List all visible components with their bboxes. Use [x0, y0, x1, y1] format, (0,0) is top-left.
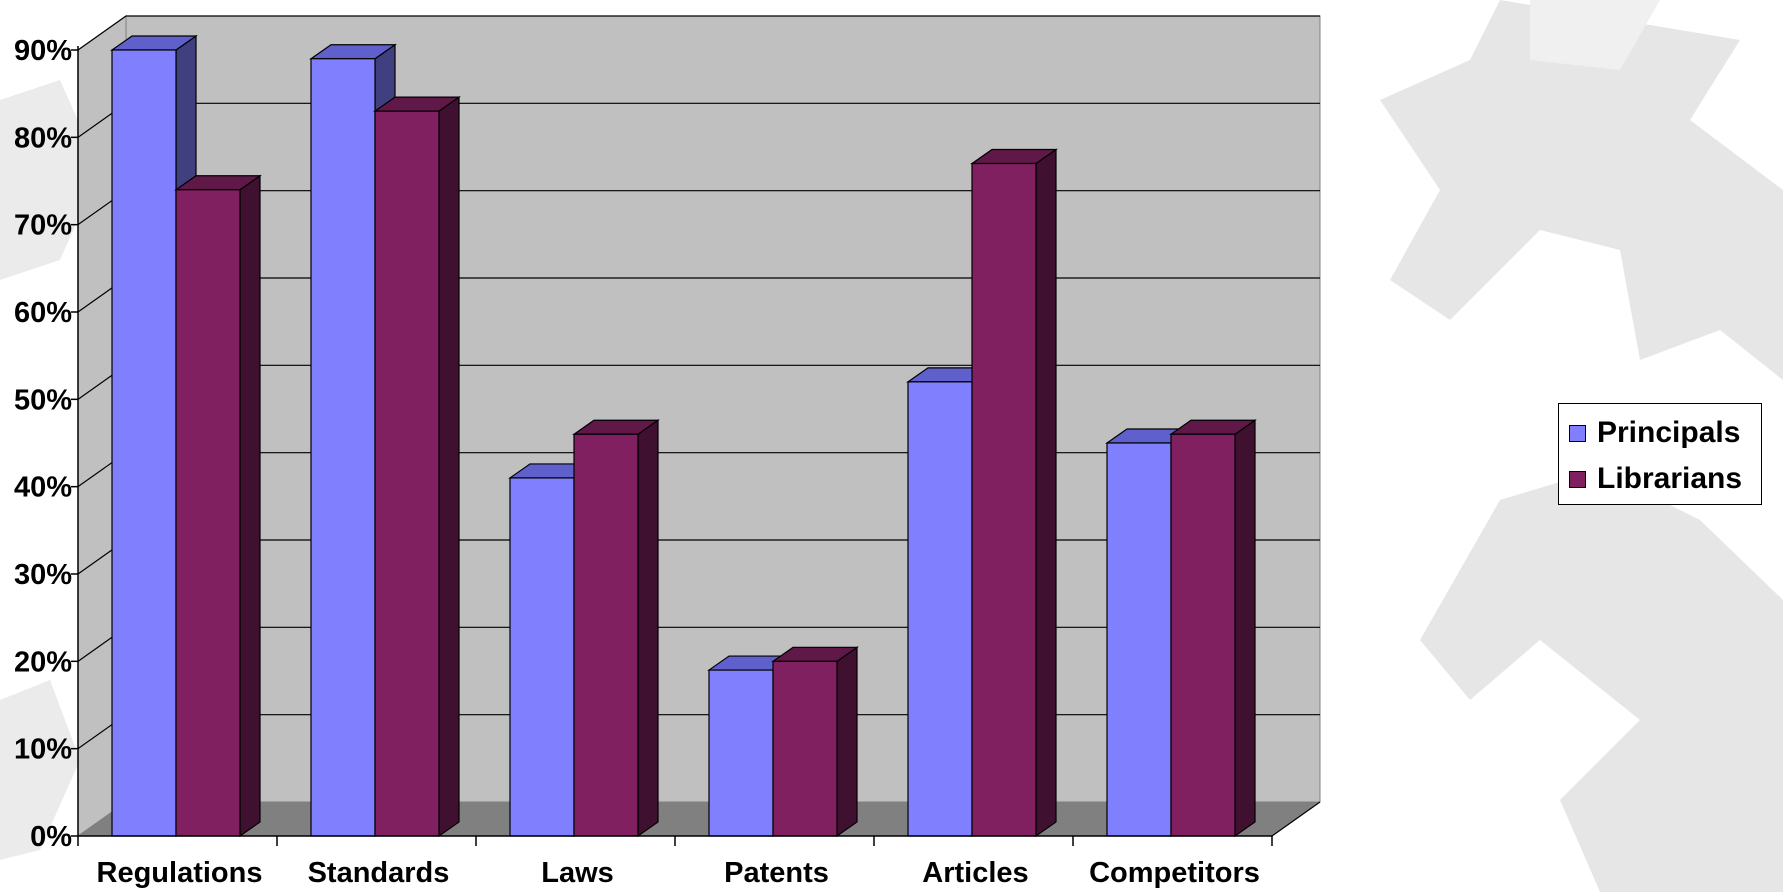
bar-front [1106, 442, 1172, 837]
gear-shape-right [1380, 0, 1783, 892]
bar-front [907, 381, 973, 837]
y-tick-label: 20% [14, 646, 72, 678]
legend-item-principals: Principals [1569, 410, 1761, 456]
bars [110, 34, 1257, 838]
bar-front [573, 433, 639, 837]
x-tick-label: Competitors [1089, 857, 1260, 889]
axes [71, 46, 1321, 846]
y-axis-tick-labels: 0% 10% 20% 30% 40% 50% 60% 70% 80% 90% [14, 35, 72, 853]
bar-side [239, 174, 261, 838]
bar-librarians-regulations [174, 174, 262, 838]
y-tick-label: 60% [14, 297, 72, 329]
y-tick-label: 10% [14, 734, 72, 766]
x-tick-label: Regulations [97, 857, 263, 889]
bar-front [310, 58, 376, 837]
floor-edge [1271, 801, 1321, 837]
x-tick-label: Laws [541, 857, 614, 889]
y-tick-label: 0% [30, 821, 72, 853]
bar-librarians-articles [970, 148, 1058, 838]
legend-label-principals: Principals [1597, 416, 1741, 449]
bar-side [1035, 148, 1057, 838]
y-tick-label: 30% [14, 559, 72, 591]
y-tick-label: 50% [14, 384, 72, 416]
legend-swatch-librarians [1569, 470, 1586, 488]
bar-front [708, 669, 774, 837]
y-tick-label: 90% [14, 35, 72, 67]
bar-side [1234, 419, 1256, 838]
x-axis-tick-labels: Regulations Standards Laws Patents Articles C… [97, 857, 1260, 889]
bar-librarians-standards [373, 95, 461, 838]
bar-librarians-competitors [1169, 419, 1257, 838]
x-tick-label: Standards [308, 857, 450, 889]
legend: Principals Librarians [1558, 403, 1762, 505]
bar-librarians-patents [771, 646, 859, 838]
x-tick-label: Patents [724, 857, 829, 889]
bar-front [374, 110, 440, 837]
legend-label-librarians: Librarians [1597, 462, 1743, 495]
bar-front [1170, 433, 1236, 837]
bar-front [772, 660, 838, 837]
bar-side [637, 419, 659, 838]
bar-side [836, 646, 858, 838]
bar-librarians-laws [572, 419, 660, 838]
x-tick-label: Articles [922, 857, 1028, 889]
y-tick-label: 80% [14, 122, 72, 154]
bar-front [111, 49, 177, 837]
bar-front [509, 477, 575, 837]
y-tick-label: 70% [14, 210, 72, 242]
bar-side [438, 95, 460, 838]
y-tick-label: 40% [14, 472, 72, 504]
bar-front [175, 189, 241, 837]
legend-swatch-principals [1569, 424, 1586, 442]
bar-front [971, 162, 1037, 837]
legend-item-librarians: Librarians [1569, 456, 1761, 502]
gridline [77, 15, 1320, 51]
gear-shape-left [0, 80, 100, 860]
